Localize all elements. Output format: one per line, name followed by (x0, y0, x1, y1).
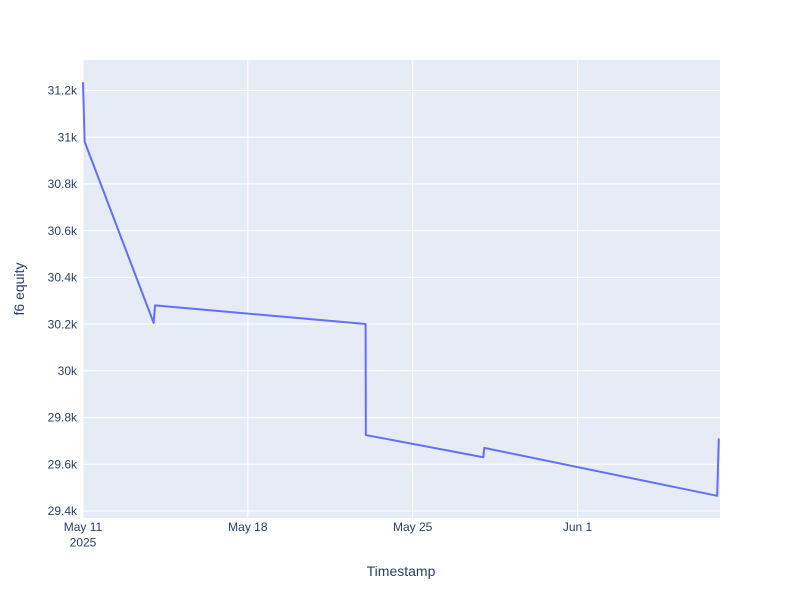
x-tick-sublabel: 2025 (70, 536, 97, 550)
y-tick-label: 30.6k (48, 224, 78, 238)
x-tick-label: May 25 (393, 520, 433, 534)
x-axis-title: Timestamp (367, 563, 436, 579)
y-tick-label: 29.8k (48, 411, 78, 425)
x-tick-label: Jun 1 (563, 520, 593, 534)
y-tick-label: 30.8k (48, 177, 78, 191)
y-tick-label: 29.4k (48, 504, 78, 518)
y-axis-title: f6 equity (11, 263, 27, 316)
y-tick-label: 29.6k (48, 457, 78, 471)
y-tick-label: 31k (58, 130, 78, 144)
equity-series-line[interactable] (82, 82, 720, 497)
x-tick-label: May 18 (228, 520, 268, 534)
y-tick-label: 30.4k (48, 271, 78, 285)
x-tick-label: May 11 (64, 520, 103, 534)
plot-area[interactable] (83, 60, 720, 518)
y-tick-label: 30.2k (48, 317, 78, 331)
y-tick-label: 30k (58, 364, 78, 378)
y-tick-label: 31.2k (48, 84, 78, 98)
